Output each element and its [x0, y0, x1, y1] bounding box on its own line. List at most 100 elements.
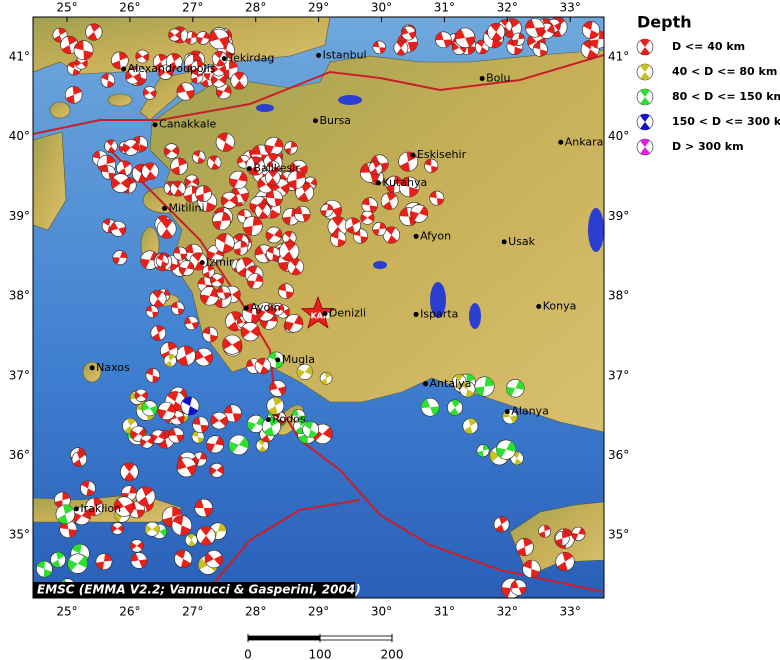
beach-ball-quadrant — [59, 520, 77, 538]
city-marker — [121, 66, 127, 72]
beach-ball-quadrant — [97, 155, 116, 174]
beach-ball-quadrant — [410, 206, 428, 221]
beach-ball-quadrant — [538, 525, 551, 538]
beach-ball-quadrant — [370, 155, 389, 172]
beach-ball-quadrant — [134, 391, 148, 400]
beach-ball-quadrant — [111, 524, 124, 533]
lon-tick-label: 27° — [182, 605, 203, 619]
beach-ball-quadrant — [212, 212, 231, 230]
epicenter-star — [300, 295, 336, 329]
earthquakes — [36, 17, 604, 598]
beach-ball-quadrant — [229, 172, 248, 188]
city-marker — [199, 260, 205, 266]
legend-title: Depth — [637, 13, 692, 32]
beach-ball-quadrant — [234, 72, 245, 90]
beach-ball-quadrant — [290, 258, 302, 275]
beach-ball-quadrant — [396, 40, 406, 56]
beach-ball-quadrant — [247, 273, 263, 289]
beach-ball-quadrant — [399, 207, 418, 226]
city-label: Eskisehir — [417, 148, 467, 161]
city-label: Antalya — [430, 377, 472, 390]
beach-ball-quadrant — [123, 462, 136, 481]
city-marker — [246, 166, 252, 172]
beach-ball-quadrant — [184, 185, 200, 203]
beach-ball-quadrant — [194, 350, 213, 365]
beach-ball-quadrant — [455, 28, 475, 47]
beach-ball-quadrant — [172, 515, 191, 536]
beach-ball-quadrant — [216, 286, 231, 299]
beach-ball-quadrant — [156, 254, 168, 268]
beach-ball-quadrant — [360, 163, 380, 182]
city-label: Mugla — [282, 353, 315, 366]
lon-tick-label: 33° — [560, 605, 581, 619]
lon-tick-label: 25° — [56, 605, 77, 619]
city-label: Kutahya — [382, 176, 427, 189]
city-marker — [312, 118, 318, 124]
city-label: Bursa — [319, 114, 351, 127]
beach-ball-quadrant — [130, 428, 146, 440]
city-marker — [161, 205, 167, 211]
beach-ball-quadrant — [73, 451, 86, 467]
city-label: Istanbul — [323, 48, 367, 61]
beach-ball-quadrant — [640, 113, 650, 130]
beach-ball-quadrant — [144, 524, 160, 534]
beach-ball-quadrant — [496, 441, 516, 459]
beach-ball-quadrant — [162, 506, 182, 527]
beach-ball-quadrant — [452, 42, 467, 53]
lon-tick-label: 31° — [434, 605, 455, 619]
beach-ball-quadrant — [512, 33, 525, 46]
beach-ball-quadrant — [177, 345, 195, 366]
beach-ball-quadrant — [187, 534, 196, 547]
beach-ball-quadrant — [227, 311, 243, 331]
city-marker — [89, 365, 95, 371]
beach-ball-quadrant — [214, 51, 226, 67]
beach-ball-quadrant — [222, 337, 242, 352]
city-marker — [536, 303, 542, 309]
beach-ball-quadrant — [130, 541, 144, 550]
beach-ball-quadrant — [112, 250, 128, 265]
legend-label: D <= 40 km — [672, 40, 745, 53]
beach-ball-quadrant — [233, 240, 248, 256]
legend-label: D > 300 km — [672, 140, 744, 153]
city-marker — [375, 180, 381, 186]
scale-label: 100 — [309, 648, 332, 660]
beach-ball-quadrant — [267, 160, 280, 174]
beach-ball-quadrant — [297, 183, 312, 202]
beach-ball-quadrant — [54, 492, 71, 509]
lat-tick-label: 36° — [9, 448, 30, 462]
city-label: Izmir — [206, 256, 234, 269]
lon-tick-label: 32° — [497, 605, 518, 619]
lon-tick-label: 29° — [308, 605, 329, 619]
beach-ball-quadrant — [175, 550, 191, 568]
beach-ball-quadrant — [152, 290, 164, 308]
beach-ball-quadrant — [228, 436, 249, 453]
lon-tick-label: 33° — [560, 1, 581, 15]
beach-ball-quadrant — [429, 191, 444, 206]
beach-ball-quadrant — [571, 527, 586, 541]
beach-ball-quadrant — [211, 75, 227, 85]
beach-ball-quadrant — [510, 580, 527, 595]
beach-ball-quadrant — [370, 161, 381, 175]
beach-ball-quadrant — [477, 444, 489, 457]
beach-ball-quadrant — [157, 403, 176, 419]
beach-ball-quadrant — [360, 213, 375, 223]
city-marker — [410, 152, 416, 158]
lat-tick-label: 38° — [608, 289, 629, 303]
lat-tick-label: 38° — [9, 289, 30, 303]
beach-ball-quadrant — [507, 38, 523, 55]
beach-ball-quadrant — [640, 38, 650, 56]
beach-ball-quadrant — [346, 217, 360, 234]
beach-ball-quadrant — [210, 276, 224, 285]
beach-ball-quadrant — [257, 203, 269, 219]
map-area: KAN Alexandroupolis Tekirdag Istanbul Bolu C… — [33, 17, 604, 598]
beach-ball-quadrant — [589, 30, 604, 49]
beach-ball-quadrant — [65, 86, 82, 104]
beach-ball-quadrant — [200, 287, 219, 305]
beach-ball-quadrant — [297, 365, 313, 378]
lat-tick-label: 37° — [9, 368, 30, 382]
beach-ball-quadrant — [192, 417, 209, 433]
beach-ball-quadrant — [258, 439, 267, 452]
lakes — [256, 95, 604, 329]
city-marker — [423, 381, 429, 387]
beach-ball-quadrant — [247, 416, 265, 432]
